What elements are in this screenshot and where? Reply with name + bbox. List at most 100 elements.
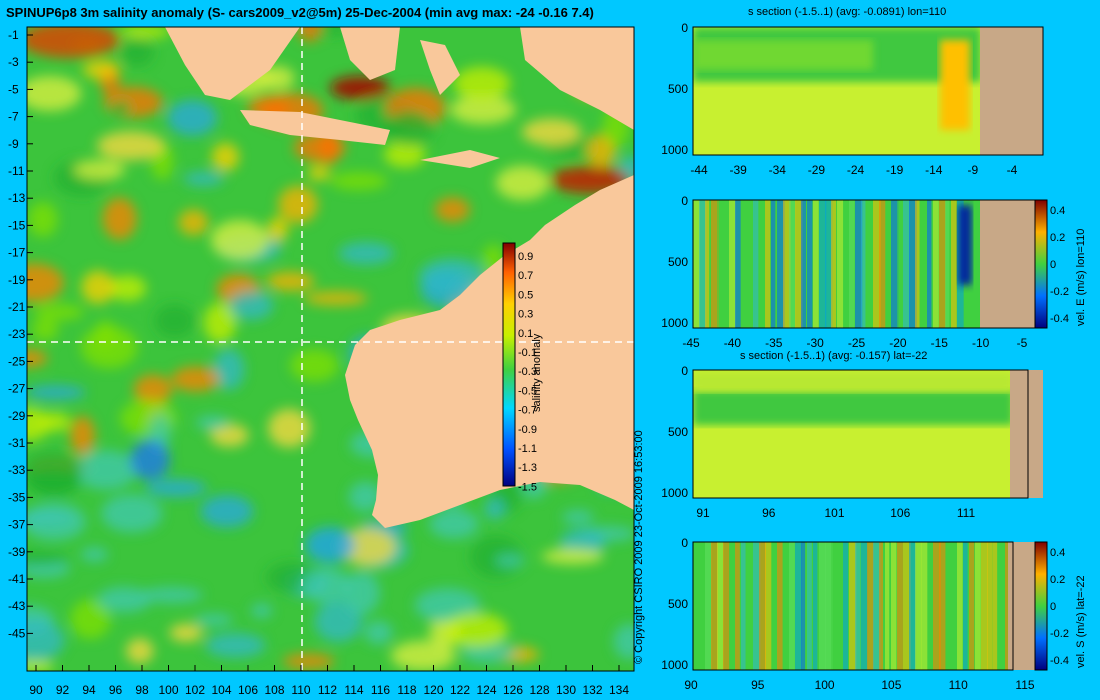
lat-section-title: s section (-1.5..1) (avg: -0.157) lat=-2… <box>740 350 928 362</box>
map-y-tick: -7 <box>8 110 19 124</box>
map-y-tick: -21 <box>8 300 26 314</box>
panel1-frame <box>692 26 1044 156</box>
map-x-tick: 102 <box>185 683 205 697</box>
panel-x-tick: -9 <box>968 163 979 177</box>
panel-x-tick: -20 <box>889 336 907 350</box>
map-y-tick: -41 <box>8 572 26 586</box>
vel-colorbar-tick: -0.2 <box>1050 628 1069 640</box>
panel-x-tick: -44 <box>690 163 708 177</box>
panel-y-tick: 500 <box>668 425 688 439</box>
map-y-tick: -15 <box>8 218 26 232</box>
colorbar-tick: 0.7 <box>518 270 533 282</box>
panel-x-tick: 100 <box>815 678 835 692</box>
land-timor <box>420 150 500 168</box>
panel-x-tick: -34 <box>769 163 787 177</box>
land-sulawesi <box>420 40 460 95</box>
map-y-tick: -9 <box>8 137 19 151</box>
map-x-tick: 134 <box>609 683 629 697</box>
map-x-tick: 118 <box>397 683 416 697</box>
vel-e-label: vel. E (m/s) lon=110 <box>1075 229 1087 326</box>
vel-colorbar-tick: -0.2 <box>1050 286 1069 298</box>
map-x-tick: 90 <box>29 683 43 697</box>
map-y-tick: -45 <box>8 626 26 640</box>
map-x-tick: 124 <box>476 683 496 697</box>
colorbar-tick: -0.7 <box>518 405 537 417</box>
panel-y-tick: 500 <box>668 255 688 269</box>
map-x-tick: 112 <box>318 683 337 697</box>
colorbar-tick: 0.9 <box>518 251 533 263</box>
land-sumatra <box>165 27 300 100</box>
panel-y-tick: 500 <box>668 597 688 611</box>
map-x-axis: 90 92 94 96 98 100 102 104 106 108 110 112 114 116 118… <box>29 665 629 697</box>
map-y-tick: -39 <box>8 545 26 559</box>
map-x-tick: 100 <box>158 683 178 697</box>
panel-x-tick: 90 <box>684 678 698 692</box>
panel-x-tick: 101 <box>824 506 844 520</box>
panel-y-tick: 0 <box>681 21 688 35</box>
lat-salinity-section <box>693 370 1043 498</box>
panel-y-tick: 0 <box>681 536 688 550</box>
map-x-tick: 106 <box>238 683 258 697</box>
panel-x-tick: -14 <box>925 163 943 177</box>
panel-x-tick: -5 <box>1017 336 1028 350</box>
map-y-tick: -31 <box>8 436 26 450</box>
lon-salinity-section <box>693 27 1043 155</box>
map-x-tick: 110 <box>291 683 310 697</box>
panel-x-tick: -35 <box>765 336 783 350</box>
map-y-tick: -43 <box>8 599 26 613</box>
vel-s-colorbar <box>1034 541 1048 671</box>
land-java <box>240 110 390 145</box>
map-x-tick: 92 <box>56 683 70 697</box>
panel-x-tick: -30 <box>806 336 824 350</box>
map-x-tick: 94 <box>82 683 96 697</box>
lat-velocity-section <box>693 542 1043 670</box>
lon-velocity-section <box>693 200 1043 328</box>
map-x-tick: 128 <box>529 683 549 697</box>
colorbar-ticks: 0.9 0.7 0.5 0.3 0.1 -0.1 -0.3 -0.5 -0.7 -0.9 -1.1 -… <box>518 251 537 493</box>
panel-x-tick: -29 <box>808 163 826 177</box>
vel-colorbar-tick: 0.4 <box>1050 205 1065 217</box>
panel-x-tick: -15 <box>931 336 949 350</box>
colorbar-tick: 0.5 <box>518 289 533 301</box>
panel3-frame <box>692 369 1029 499</box>
vel-colorbar-tick: 0.4 <box>1050 547 1065 559</box>
map-y-tick: -27 <box>8 382 26 396</box>
panel-x-tick: -45 <box>682 336 700 350</box>
map-y-tick: -19 <box>8 273 26 287</box>
panel-x-tick: 96 <box>762 506 776 520</box>
map-x-tick: 132 <box>582 683 602 697</box>
panel-x-tick: 95 <box>751 678 765 692</box>
colorbar-tick: -1.3 <box>518 462 537 474</box>
vel-colorbar-tick: 0.2 <box>1050 232 1065 244</box>
map-x-tick: 96 <box>109 683 123 697</box>
map-y-tick: -35 <box>8 490 26 504</box>
panel-x-tick: 106 <box>890 506 910 520</box>
main-title: SPINUP6p8 3m salinity anomaly (S- cars20… <box>6 5 594 20</box>
panel-x-tick: 91 <box>696 506 710 520</box>
map-y-tick: -17 <box>8 246 26 260</box>
map-y-tick: -3 <box>8 55 19 69</box>
map-x-tick: 122 <box>450 683 470 697</box>
map-x-tick: 116 <box>371 683 390 697</box>
map-x-tick: 98 <box>135 683 149 697</box>
map-y-axis: -1 -3 -5 -7 -9 -11 -13 -15 -17 -19 -21 -23 -25 -27 -29… <box>8 28 33 640</box>
map-x-tick: 126 <box>503 683 523 697</box>
vel-colorbar-tick: 0 <box>1050 601 1056 613</box>
map-y-tick: -25 <box>8 354 26 368</box>
vel-e-colorbar <box>1034 199 1048 329</box>
panel-x-tick: -4 <box>1007 163 1018 177</box>
map-frame <box>26 26 635 672</box>
panel4-frame <box>692 541 1014 671</box>
panel-x-tick: -39 <box>729 163 747 177</box>
map-x-tick: 130 <box>556 683 576 697</box>
panel-x-tick: 105 <box>881 678 901 692</box>
panel-y-tick: 1000 <box>661 486 688 500</box>
map-x-tick: 114 <box>344 683 363 697</box>
lon-section-title: s section (-1.5..1) (avg: -0.0891) lon=1… <box>748 6 947 18</box>
salinity-colorbar <box>502 242 516 487</box>
map-y-tick: -13 <box>8 191 26 205</box>
land-australia <box>345 175 634 528</box>
panel-y-tick: 1000 <box>661 658 688 672</box>
panel-x-tick: -25 <box>848 336 866 350</box>
